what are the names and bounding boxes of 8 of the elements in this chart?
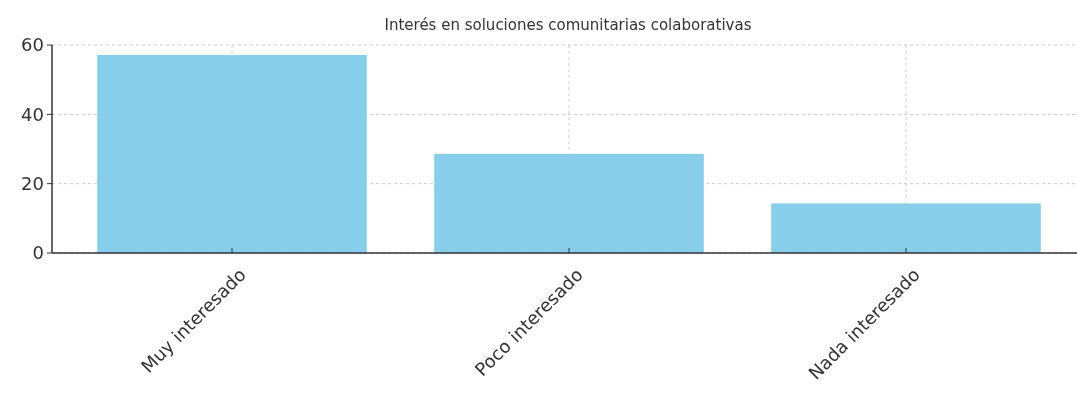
y-tick-label: 0 [32,242,44,264]
y-tick-label: 60 [21,34,44,56]
y-tick-label: 20 [21,172,44,194]
bar [771,203,1041,253]
chart-title: Interés en soluciones comunitarias colaborativas [384,16,752,34]
bar [97,55,367,253]
bar [434,153,704,253]
y-tick-label: 40 [21,103,44,125]
